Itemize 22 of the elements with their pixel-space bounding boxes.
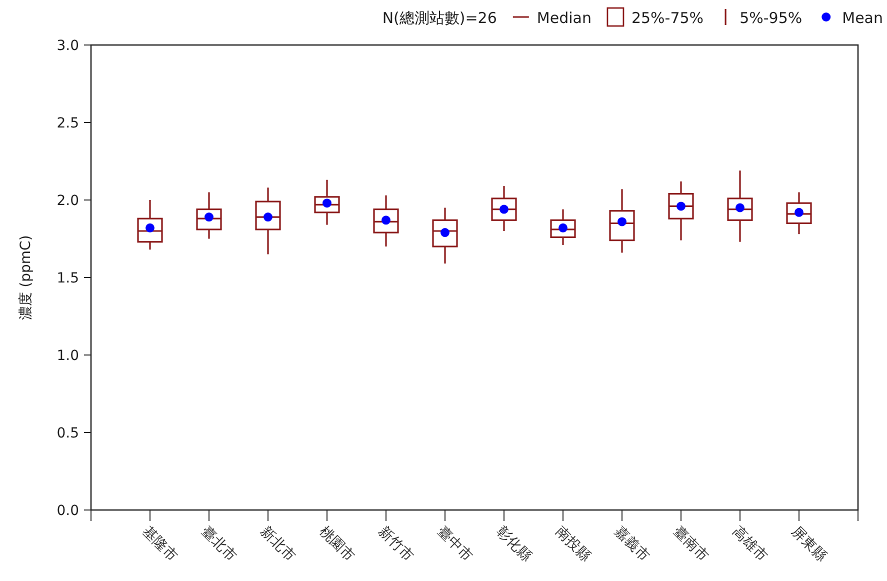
x-tick-label: 高雄市 <box>729 524 770 565</box>
y-axis-title: 濃度 (ppmC) <box>18 235 34 320</box>
y-tick-label: 0.5 <box>56 426 79 442</box>
x-tick-label: 彰化縣 <box>493 524 534 565</box>
y-tick-label: 0.0 <box>56 503 79 519</box>
y-tick-label: 1.5 <box>56 270 79 286</box>
y-tick-label: 2.5 <box>56 116 79 132</box>
x-tick-label: 南投縣 <box>552 524 594 565</box>
x-tick-label: 桃園市 <box>316 524 358 565</box>
x-tick-label: 新竹市 <box>375 524 416 565</box>
x-tick-label: 屏東縣 <box>788 524 830 565</box>
y-tick-label: 1.0 <box>56 348 79 364</box>
legend-label: Mean <box>842 9 883 27</box>
x-tick-label: 嘉義市 <box>611 524 652 565</box>
legend: N(總測站數)=26 Median 25%-75% 5%-95% Mean <box>382 7 883 27</box>
y-tick-label: 2.0 <box>56 193 79 209</box>
x-tick-label: 臺北市 <box>198 524 240 565</box>
x-tick-label: 臺中市 <box>434 524 476 565</box>
x-tick-label: 基隆市 <box>139 524 180 565</box>
x-tick-label: 臺南市 <box>670 524 712 565</box>
x-tick-label: 新北市 <box>257 524 298 565</box>
y-tick-label: 3.0 <box>56 38 79 54</box>
